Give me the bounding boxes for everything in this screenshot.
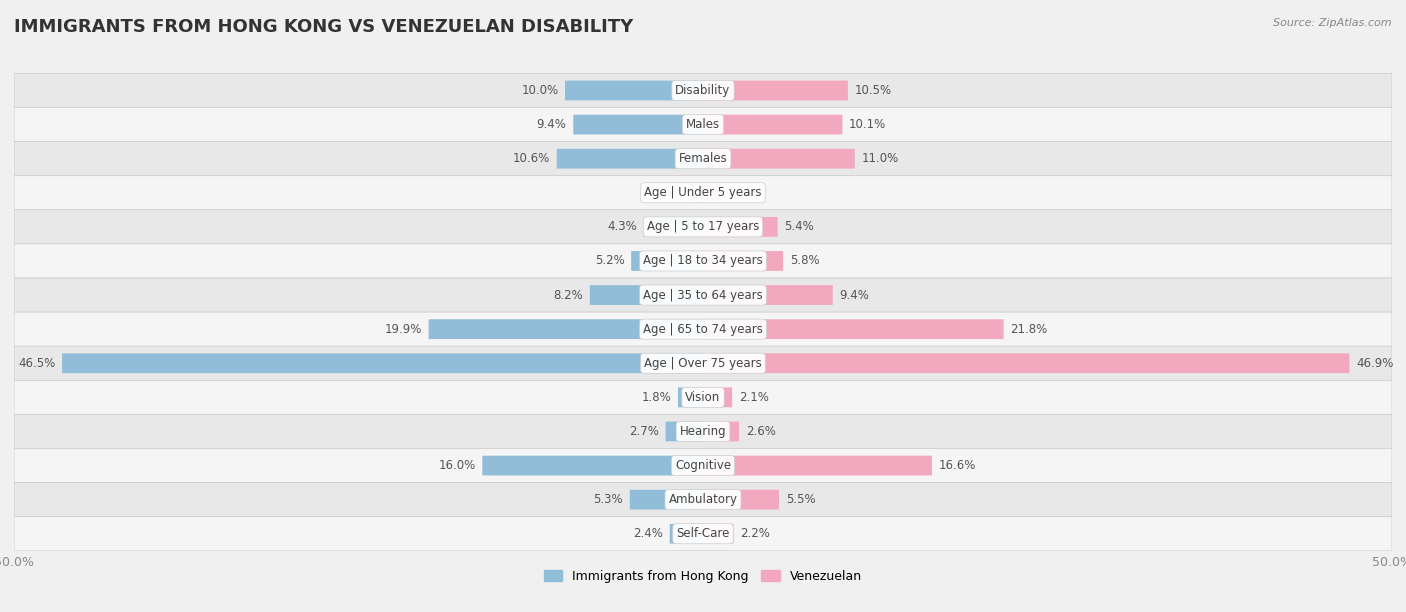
Text: 9.4%: 9.4% [839, 289, 869, 302]
FancyBboxPatch shape [665, 422, 703, 441]
FancyBboxPatch shape [589, 285, 703, 305]
FancyBboxPatch shape [14, 517, 1392, 551]
FancyBboxPatch shape [482, 456, 703, 476]
Text: Age | 65 to 74 years: Age | 65 to 74 years [643, 323, 763, 335]
FancyBboxPatch shape [14, 108, 1392, 141]
FancyBboxPatch shape [669, 524, 703, 543]
FancyBboxPatch shape [703, 456, 932, 476]
Text: 21.8%: 21.8% [1011, 323, 1047, 335]
FancyBboxPatch shape [703, 524, 734, 543]
Text: Age | 5 to 17 years: Age | 5 to 17 years [647, 220, 759, 233]
Text: 5.8%: 5.8% [790, 255, 820, 267]
FancyBboxPatch shape [703, 387, 733, 407]
Text: Age | 35 to 64 years: Age | 35 to 64 years [643, 289, 763, 302]
FancyBboxPatch shape [14, 346, 1392, 380]
FancyBboxPatch shape [703, 353, 1350, 373]
Text: Age | Over 75 years: Age | Over 75 years [644, 357, 762, 370]
Text: 5.3%: 5.3% [593, 493, 623, 506]
Text: Females: Females [679, 152, 727, 165]
Text: 1.2%: 1.2% [727, 186, 756, 200]
Text: 11.0%: 11.0% [862, 152, 898, 165]
FancyBboxPatch shape [703, 285, 832, 305]
FancyBboxPatch shape [14, 449, 1392, 483]
Text: 19.9%: 19.9% [384, 323, 422, 335]
FancyBboxPatch shape [14, 414, 1392, 449]
Text: 10.1%: 10.1% [849, 118, 886, 131]
FancyBboxPatch shape [14, 73, 1392, 108]
Text: Age | Under 5 years: Age | Under 5 years [644, 186, 762, 200]
FancyBboxPatch shape [565, 81, 703, 100]
Text: Self-Care: Self-Care [676, 528, 730, 540]
Text: 5.5%: 5.5% [786, 493, 815, 506]
FancyBboxPatch shape [14, 210, 1392, 244]
Text: 2.6%: 2.6% [745, 425, 776, 438]
Text: Disability: Disability [675, 84, 731, 97]
Text: 10.5%: 10.5% [855, 84, 891, 97]
Text: 1.8%: 1.8% [641, 391, 671, 404]
FancyBboxPatch shape [14, 244, 1392, 278]
Text: Age | 18 to 34 years: Age | 18 to 34 years [643, 255, 763, 267]
FancyBboxPatch shape [703, 114, 842, 135]
Legend: Immigrants from Hong Kong, Venezuelan: Immigrants from Hong Kong, Venezuelan [538, 564, 868, 588]
FancyBboxPatch shape [703, 251, 783, 271]
Text: 10.6%: 10.6% [513, 152, 550, 165]
Text: 5.4%: 5.4% [785, 220, 814, 233]
FancyBboxPatch shape [14, 176, 1392, 210]
Text: 16.6%: 16.6% [939, 459, 976, 472]
Text: Ambulatory: Ambulatory [668, 493, 738, 506]
FancyBboxPatch shape [62, 353, 703, 373]
FancyBboxPatch shape [429, 319, 703, 339]
FancyBboxPatch shape [630, 490, 703, 510]
FancyBboxPatch shape [14, 483, 1392, 517]
FancyBboxPatch shape [703, 149, 855, 168]
Text: 16.0%: 16.0% [439, 459, 475, 472]
FancyBboxPatch shape [574, 114, 703, 135]
FancyBboxPatch shape [703, 422, 740, 441]
FancyBboxPatch shape [703, 81, 848, 100]
Text: 5.2%: 5.2% [595, 255, 624, 267]
Text: 8.2%: 8.2% [554, 289, 583, 302]
FancyBboxPatch shape [14, 278, 1392, 312]
Text: Vision: Vision [685, 391, 721, 404]
FancyBboxPatch shape [703, 217, 778, 237]
Text: Males: Males [686, 118, 720, 131]
Text: 4.3%: 4.3% [607, 220, 637, 233]
FancyBboxPatch shape [14, 380, 1392, 414]
FancyBboxPatch shape [703, 319, 1004, 339]
Text: 9.4%: 9.4% [537, 118, 567, 131]
FancyBboxPatch shape [690, 183, 703, 203]
FancyBboxPatch shape [678, 387, 703, 407]
Text: IMMIGRANTS FROM HONG KONG VS VENEZUELAN DISABILITY: IMMIGRANTS FROM HONG KONG VS VENEZUELAN … [14, 18, 633, 36]
Text: 2.7%: 2.7% [628, 425, 659, 438]
Text: 2.1%: 2.1% [738, 391, 769, 404]
Text: Cognitive: Cognitive [675, 459, 731, 472]
Text: 2.4%: 2.4% [633, 528, 664, 540]
FancyBboxPatch shape [644, 217, 703, 237]
Text: Hearing: Hearing [679, 425, 727, 438]
Text: 2.2%: 2.2% [740, 528, 770, 540]
FancyBboxPatch shape [703, 490, 779, 510]
Text: 46.5%: 46.5% [18, 357, 55, 370]
FancyBboxPatch shape [557, 149, 703, 168]
Text: 0.95%: 0.95% [645, 186, 683, 200]
FancyBboxPatch shape [703, 183, 720, 203]
FancyBboxPatch shape [631, 251, 703, 271]
FancyBboxPatch shape [14, 312, 1392, 346]
Text: 10.0%: 10.0% [522, 84, 558, 97]
Text: 46.9%: 46.9% [1357, 357, 1393, 370]
Text: Source: ZipAtlas.com: Source: ZipAtlas.com [1274, 18, 1392, 28]
FancyBboxPatch shape [14, 141, 1392, 176]
